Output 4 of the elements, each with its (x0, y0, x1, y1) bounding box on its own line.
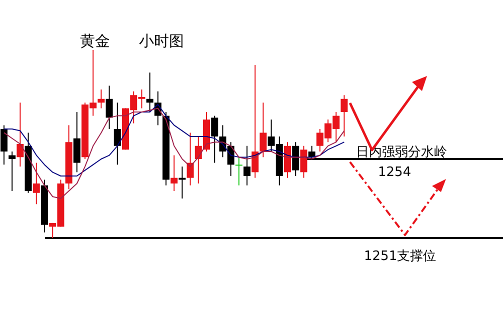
text: 1254 (378, 165, 412, 180)
ref-line-label: 1251支撑位 (364, 249, 436, 264)
chart-subtitle: 小时图 (139, 32, 184, 50)
chart-title: 黄金 (80, 32, 110, 50)
